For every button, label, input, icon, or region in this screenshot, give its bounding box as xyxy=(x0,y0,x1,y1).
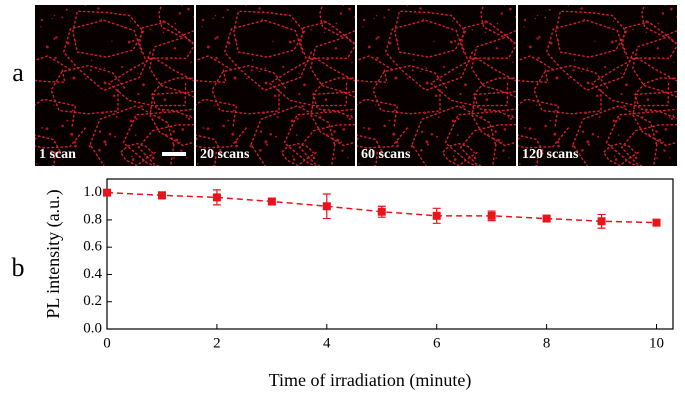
data-point xyxy=(377,207,386,216)
data-point xyxy=(267,197,276,206)
data-point xyxy=(652,218,661,227)
y-tick-label: 1.0 xyxy=(83,184,102,200)
x-axis-label: Time of irradiation (minute) xyxy=(269,370,472,391)
data-point xyxy=(322,202,331,211)
data-point xyxy=(542,214,551,223)
x-tick-label: 0 xyxy=(103,335,111,351)
panel-label: a xyxy=(12,58,24,87)
y-tick-label: 0.0 xyxy=(83,320,102,336)
data-point xyxy=(597,217,606,226)
data-point xyxy=(487,211,496,220)
micrograph: 120 scans xyxy=(518,5,677,166)
x-tick-label: 10 xyxy=(649,335,664,351)
chart: 0.0 0.2 0.4 0.6 0.8 1.0 0 2 4 6 8 10 Time of irradia… xyxy=(43,178,674,391)
micrograph: 1 scan xyxy=(35,5,194,166)
y-tick-label: 0.2 xyxy=(83,293,102,309)
image-caption: 120 scans xyxy=(522,147,579,162)
image-caption: 20 scans xyxy=(200,147,250,162)
micrograph: 60 scans xyxy=(357,5,516,166)
image-caption: 1 scan xyxy=(39,147,76,162)
y-axis-label: PL intensity (a.u.) xyxy=(43,189,64,318)
data-point xyxy=(212,193,221,202)
plot-frame xyxy=(106,178,674,330)
y-tick-label: 0.6 xyxy=(83,239,102,255)
y-tick-label: 0.8 xyxy=(83,211,102,227)
image-bg xyxy=(518,5,677,166)
image-bg xyxy=(35,5,194,166)
image-bg xyxy=(357,5,516,166)
x-tick-label: 4 xyxy=(323,335,331,351)
y-tick-label: 0.4 xyxy=(83,266,102,282)
micrographs: 1 scan 20 scans 60 scans 120 scans xyxy=(35,5,677,166)
image-bg xyxy=(196,5,355,166)
data-point xyxy=(157,191,166,200)
micrograph: 20 scans xyxy=(196,5,355,166)
data-point xyxy=(103,188,111,197)
image-caption: 60 scans xyxy=(361,147,411,162)
panel-label: b xyxy=(12,253,25,282)
x-tick-label: 8 xyxy=(543,335,551,351)
x-tick-label: 6 xyxy=(433,335,441,351)
x-tick-label: 2 xyxy=(213,335,221,351)
data-point xyxy=(432,211,441,220)
scale-bar xyxy=(162,152,186,156)
